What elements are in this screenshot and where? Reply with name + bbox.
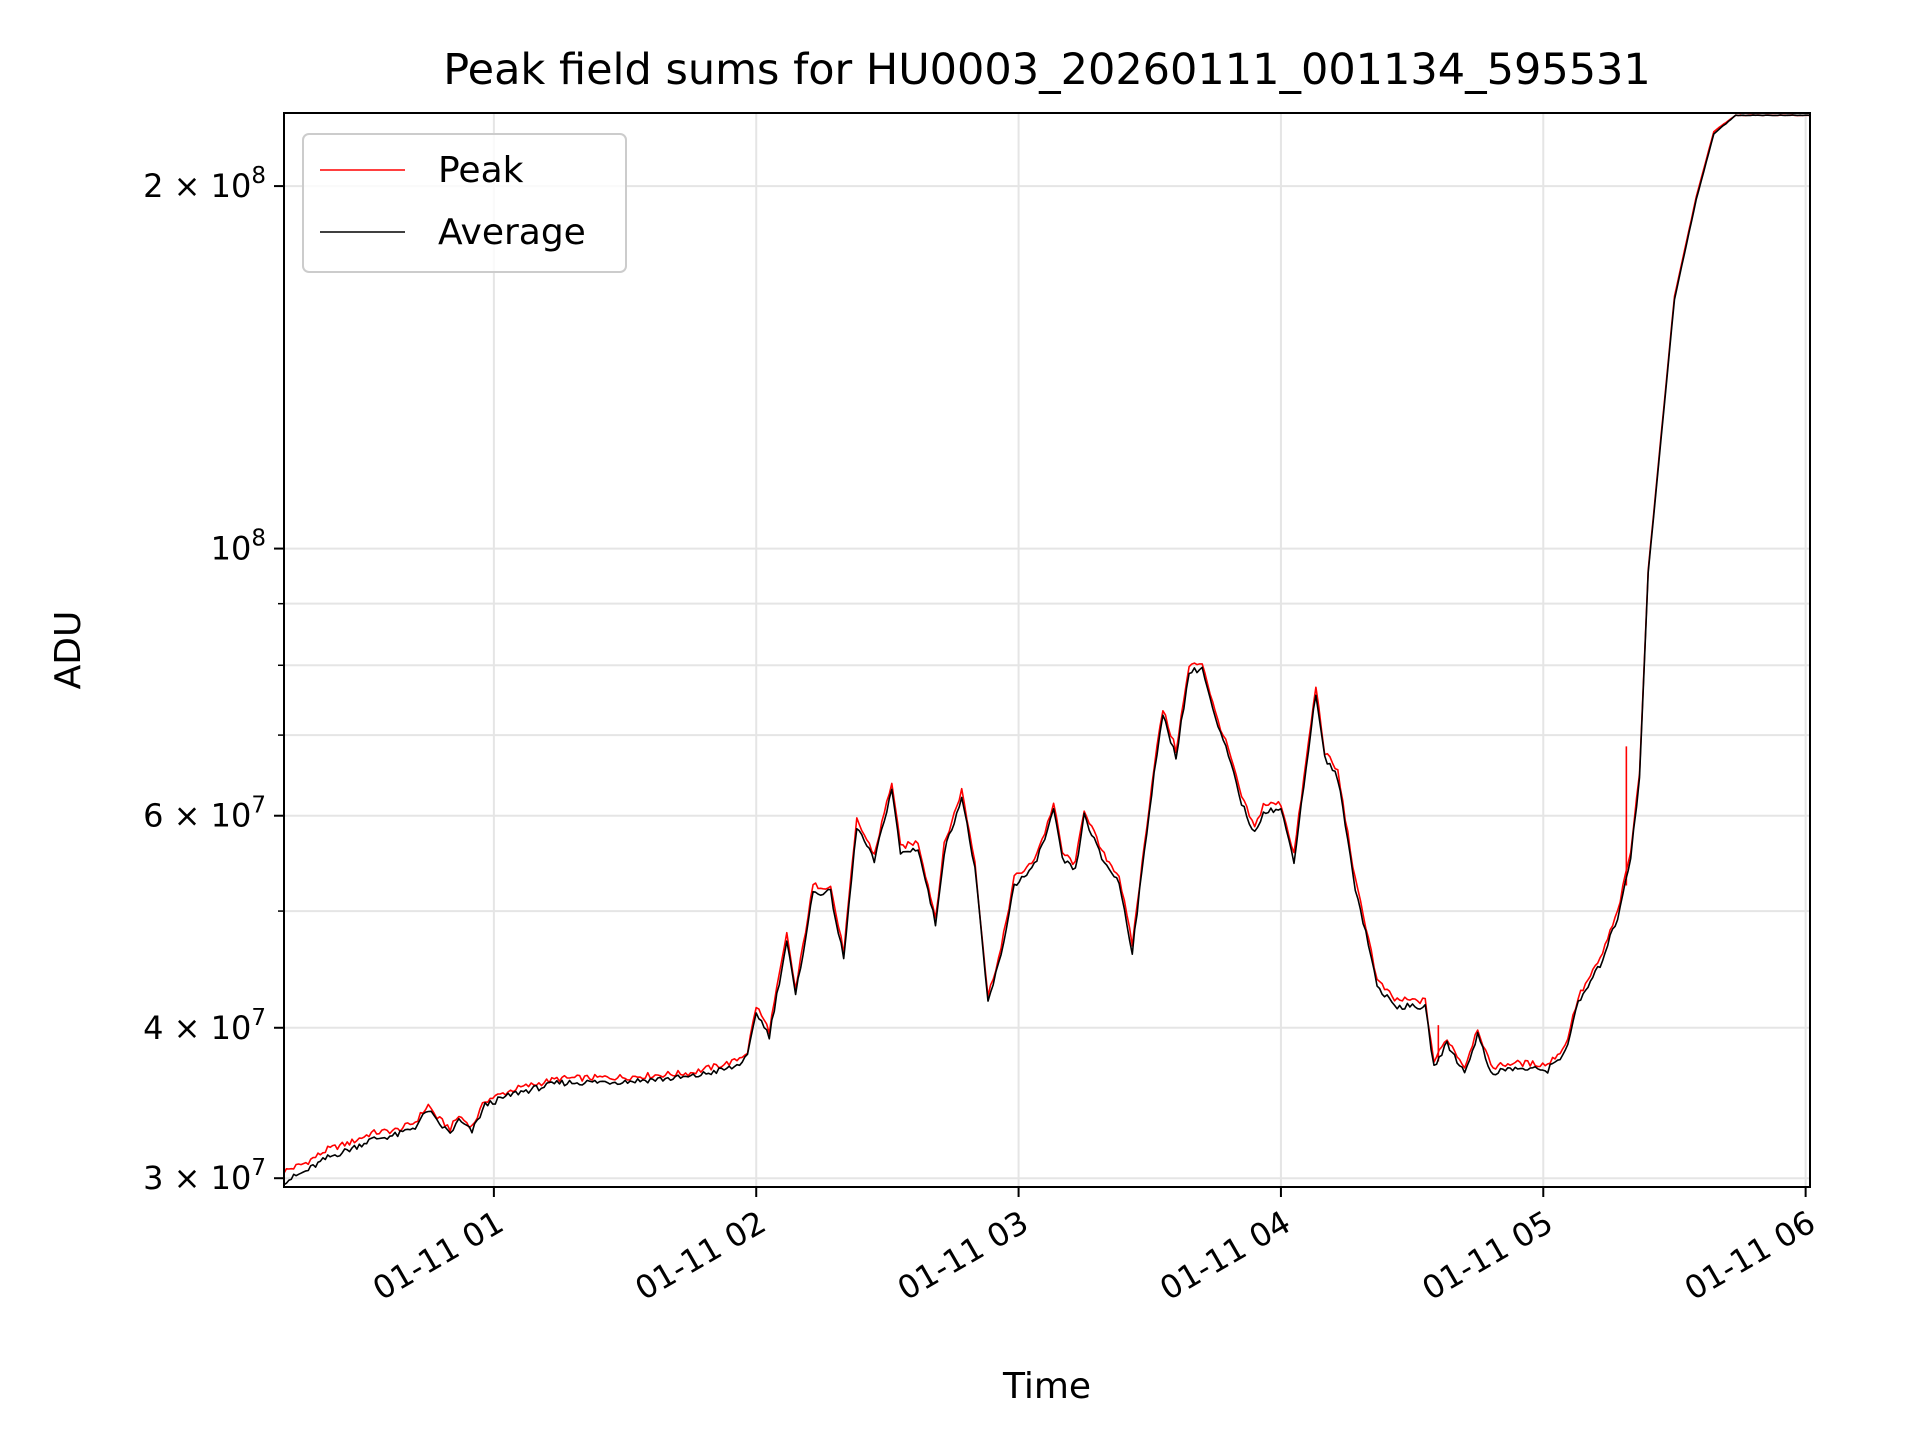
legend: Peak Average (302, 133, 627, 273)
y-axis-label: ADU (48, 611, 89, 690)
y-tick-label: 108 (211, 526, 266, 568)
y-tick-label: 3 × 107 (143, 1155, 266, 1197)
x-axis-label: Time (1002, 1366, 1091, 1407)
y-tick-label: 2 × 108 (143, 163, 266, 205)
legend-label-peak: Peak (438, 150, 524, 191)
y-tick-label: 4 × 107 (143, 1005, 266, 1047)
chart-title: Peak field sums for HU0003_20260111_0011… (443, 45, 1651, 95)
legend-box (302, 133, 627, 273)
y-tick-label: 6 × 107 (143, 793, 266, 835)
series-line-average (284, 114, 1810, 1186)
series-layer (284, 114, 1810, 1186)
legend-label-average: Average (438, 212, 586, 253)
plot-frame (283, 112, 1811, 1188)
grid (284, 113, 1810, 1187)
